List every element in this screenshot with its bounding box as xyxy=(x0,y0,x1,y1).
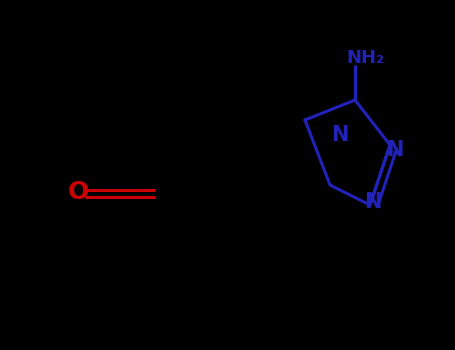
Text: NH₂: NH₂ xyxy=(346,49,384,67)
Text: N: N xyxy=(331,125,349,145)
Text: N: N xyxy=(364,192,382,212)
Text: O: O xyxy=(67,180,89,204)
Text: N: N xyxy=(386,140,404,160)
